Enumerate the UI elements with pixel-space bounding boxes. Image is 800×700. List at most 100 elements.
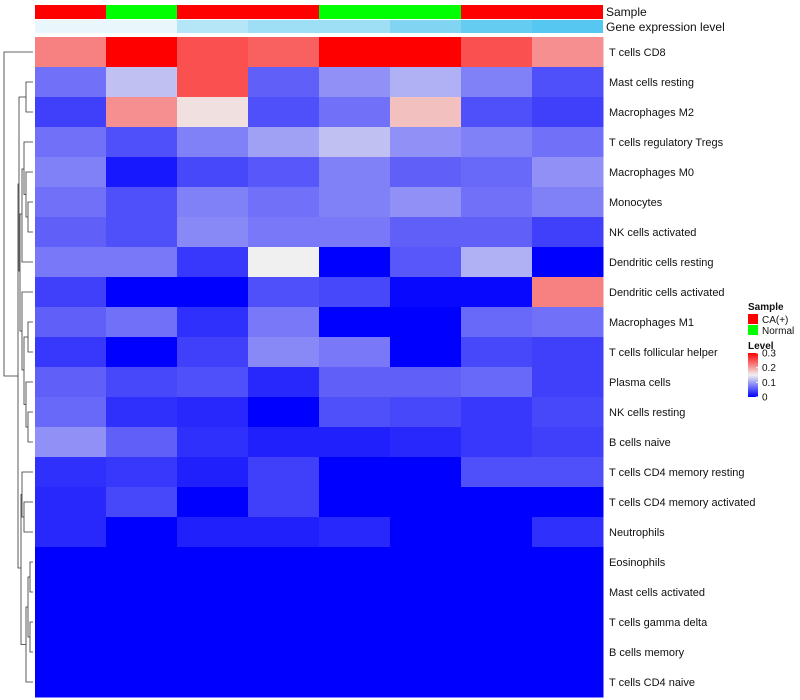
heatmap-cell [532, 187, 604, 218]
heatmap-cell [461, 307, 533, 338]
heatmap-cell [177, 667, 249, 698]
heatmap-cell [390, 37, 462, 68]
heatmap-cell [461, 427, 533, 458]
heatmap-cell [177, 187, 249, 218]
heatmap-cell [106, 517, 178, 548]
heatmap-cell [461, 637, 533, 668]
row-dendrogram [3, 51, 33, 683]
heatmap-cell [390, 457, 462, 488]
dendrogram-link [3, 51, 33, 377]
dendrogram-link [27, 201, 33, 233]
heatmap-cell [319, 667, 391, 698]
heatmap-cell [248, 667, 320, 698]
heatmap-cell [390, 517, 462, 548]
heatmap-cell [532, 487, 604, 518]
heatmap-cell [35, 157, 107, 188]
heatmap-cell [248, 67, 320, 98]
heatmap-cell [319, 367, 391, 398]
dendrogram-link [23, 501, 33, 533]
heatmap-cell [35, 637, 107, 668]
heatmap-cell [177, 37, 249, 68]
heatmap-cell [390, 487, 462, 518]
heatmap-cell [177, 427, 249, 458]
row-label: Macrophages M0 [609, 167, 694, 179]
heatmap-cell [106, 427, 178, 458]
dendrogram-link [25, 81, 33, 113]
heatmap-cell [248, 607, 320, 638]
heatmap-cell [390, 397, 462, 428]
sample-annotation-cell [35, 5, 106, 19]
row-label: B cells naive [609, 437, 671, 449]
heatmap-cell [248, 37, 320, 68]
row-label: NK cells activated [609, 227, 696, 239]
expression-annotation-label: Gene expression level [606, 20, 725, 34]
heatmap-cell [390, 607, 462, 638]
heatmap-cell [35, 457, 107, 488]
heatmap-cell [106, 397, 178, 428]
heatmap-cell [532, 277, 604, 308]
dendrogram-link [23, 141, 33, 195]
expression-annotation-bar [35, 20, 603, 33]
heatmap-cell [177, 637, 249, 668]
sample-annotation-cell [319, 5, 390, 19]
heatmap-cell [106, 577, 178, 608]
legend-sample-title: Sample [748, 302, 784, 313]
row-label: Macrophages M2 [609, 107, 694, 119]
heatmap-cell [177, 547, 249, 578]
heatmap-cell [248, 457, 320, 488]
row-label: Eosinophils [609, 557, 666, 569]
sample-annotation-cell [390, 5, 461, 19]
dendrogram-link [17, 183, 21, 569]
row-label: Plasma cells [609, 377, 671, 389]
heatmap-cell [35, 97, 107, 128]
heatmap-cell [35, 247, 107, 278]
heatmap-cell [177, 127, 249, 158]
legend-tick-label: 0.2 [762, 363, 776, 374]
heatmap-cell [390, 247, 462, 278]
heatmap-cell [532, 217, 604, 248]
heatmap-cell [461, 67, 533, 98]
dendrogram-link [25, 171, 33, 218]
sample-annotation-label: Sample [606, 5, 647, 19]
expression-annotation-cell [177, 20, 248, 33]
legend-level-ticks: 0.3 0.2 0.1 0 [756, 349, 776, 404]
heatmap-cell [248, 337, 320, 368]
heatmap-cell [461, 37, 533, 68]
heatmap-cell [319, 547, 391, 578]
heatmap-cell [461, 547, 533, 578]
heatmap-cell [461, 517, 533, 548]
heatmap-cell [319, 397, 391, 428]
expression-annotation-cell [35, 20, 106, 33]
heatmap-cell [248, 547, 320, 578]
heatmap-cell [177, 307, 249, 338]
expression-annotation-cell [248, 20, 319, 33]
heatmap-cell [461, 277, 533, 308]
legend-color-ramp [748, 353, 758, 397]
sample-annotation-cell [177, 5, 248, 19]
heatmap-cell [35, 667, 107, 698]
heatmap-cell [532, 397, 604, 428]
heatmap-cell [106, 277, 178, 308]
heatmap-cell [35, 607, 107, 638]
expression-annotation-cell [106, 20, 177, 33]
row-label: Mast cells resting [609, 77, 694, 89]
heatmap-cell [35, 37, 107, 68]
heatmap-cell [461, 187, 533, 218]
sample-annotation-cell [532, 5, 603, 19]
heatmap-cell [319, 127, 391, 158]
row-label: T cells CD4 memory resting [609, 467, 745, 479]
heatmap-cell [248, 217, 320, 248]
heatmap-cell [248, 187, 320, 218]
heatmap-cell [390, 667, 462, 698]
heatmap-cell [532, 67, 604, 98]
heatmap-cell [35, 127, 107, 158]
heatmap-cell [390, 127, 462, 158]
dendrogram-link [20, 494, 26, 645]
dendrogram-link [29, 621, 33, 653]
heatmap-cell [35, 277, 107, 308]
heatmap-cell [35, 67, 107, 98]
heatmap-cell [532, 127, 604, 158]
heatmap-cell [390, 577, 462, 608]
heatmap-cell [248, 127, 320, 158]
heatmap-cell [177, 217, 249, 248]
